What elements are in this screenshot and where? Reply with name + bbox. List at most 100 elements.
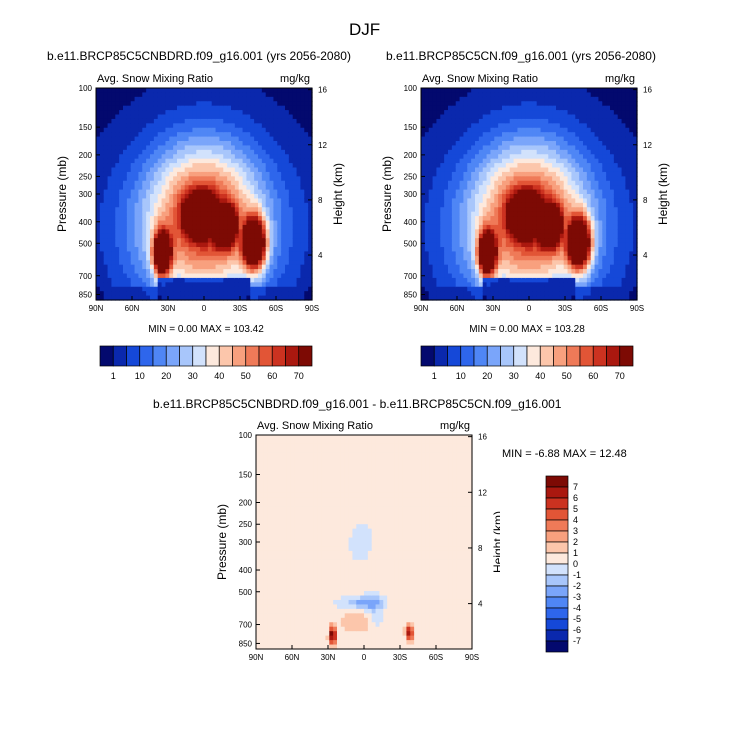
field-cell: [421, 167, 426, 173]
field-cell: [471, 96, 476, 102]
field-cell: [463, 118, 468, 124]
field-cell: [513, 149, 519, 155]
field-cell: [548, 114, 553, 120]
field-cell: [521, 141, 526, 147]
field-cell: [486, 269, 492, 275]
field-cell: [436, 141, 441, 147]
field-cell: [505, 211, 511, 217]
panel1-title: b.e11.BRCP85C5CNBDRD.f09_g16.001 (yrs 20…: [47, 49, 351, 63]
field-cell: [207, 255, 213, 261]
field-cell: [525, 189, 530, 195]
field-cell: [254, 202, 259, 208]
field-cell: [188, 286, 194, 292]
field-cell: [559, 247, 565, 253]
field-cell: [115, 194, 120, 200]
field-cell: [436, 136, 441, 142]
field-cell: [292, 141, 298, 147]
field-cell: [292, 185, 298, 191]
field-cell: [258, 216, 263, 222]
field-cell: [188, 220, 194, 226]
field-cell: [288, 286, 294, 292]
field-cell: [579, 194, 584, 200]
field-cell: [231, 207, 236, 213]
field-cell: [227, 282, 232, 288]
field-cell: [126, 251, 132, 257]
field-cell: [424, 88, 430, 94]
field-cell: [308, 101, 313, 107]
field-cell: [196, 216, 201, 222]
field-cell: [451, 88, 457, 94]
field-cell: [529, 149, 534, 155]
field-cell: [285, 154, 290, 160]
field-cell: [300, 158, 305, 164]
field-cell: [177, 273, 182, 279]
field-cell: [261, 216, 267, 222]
field-cell: [548, 198, 553, 204]
field-cell: [146, 92, 151, 98]
field-cell: [505, 110, 511, 116]
field-cell: [556, 171, 561, 177]
field-cell: [563, 251, 569, 257]
field-cell: [153, 154, 159, 160]
field-cell: [246, 110, 251, 116]
field-cell: [556, 123, 561, 129]
field-cell: [107, 167, 113, 173]
field-cell: [486, 247, 492, 253]
field-cell: [150, 238, 155, 244]
field-cell: [96, 105, 101, 111]
field-cell: [467, 171, 472, 177]
field-cell: [153, 229, 159, 235]
field-cell: [296, 158, 302, 164]
field-cell: [440, 198, 445, 204]
field-cell: [134, 123, 140, 129]
field-cell: [490, 101, 495, 107]
field-cell: [207, 229, 213, 235]
field-cell: [200, 189, 205, 195]
field-cell: [223, 286, 228, 292]
field-cell: [544, 207, 549, 213]
field-cell: [200, 158, 205, 164]
field-cell: [192, 101, 197, 107]
field-cell: [471, 171, 476, 177]
field-cell: [204, 101, 209, 107]
field-cell: [502, 163, 507, 169]
field-cell: [180, 88, 186, 94]
field-cell: [459, 158, 465, 164]
field-cell: [273, 105, 278, 111]
field-cell: [261, 96, 267, 102]
field-cell: [509, 207, 515, 213]
field-cell: [119, 194, 124, 200]
field-cell: [478, 105, 484, 111]
field-cell: [250, 136, 255, 142]
field-cell: [103, 118, 109, 124]
field-cell: [475, 207, 480, 213]
field-cell: [200, 123, 205, 129]
field-cell: [494, 264, 499, 270]
field-cell: [529, 110, 534, 116]
field-cell: [142, 149, 147, 155]
field-cell: [428, 255, 434, 261]
field-cell: [467, 255, 472, 261]
field-cell: [173, 132, 178, 138]
field-cell: [471, 291, 476, 297]
field-cell: [552, 105, 557, 111]
field-cell: [563, 247, 569, 253]
field-cell: [204, 158, 209, 164]
field-cell: [517, 211, 522, 217]
field-cell: [123, 260, 128, 266]
field-cell: [529, 198, 534, 204]
field-cell: [509, 180, 515, 186]
field-cell: [548, 163, 553, 169]
field-cell: [161, 260, 167, 266]
field-cell: [119, 88, 124, 94]
field-cell: [440, 132, 445, 138]
field-cell: [529, 171, 534, 177]
field-cell: [494, 269, 499, 275]
field-cell: [421, 163, 426, 169]
field-cell: [567, 269, 573, 275]
field-cell: [525, 149, 530, 155]
field-cell: [478, 158, 484, 164]
field-cell: [231, 242, 236, 248]
field-cell: [432, 96, 438, 102]
field-cell: [107, 238, 113, 244]
